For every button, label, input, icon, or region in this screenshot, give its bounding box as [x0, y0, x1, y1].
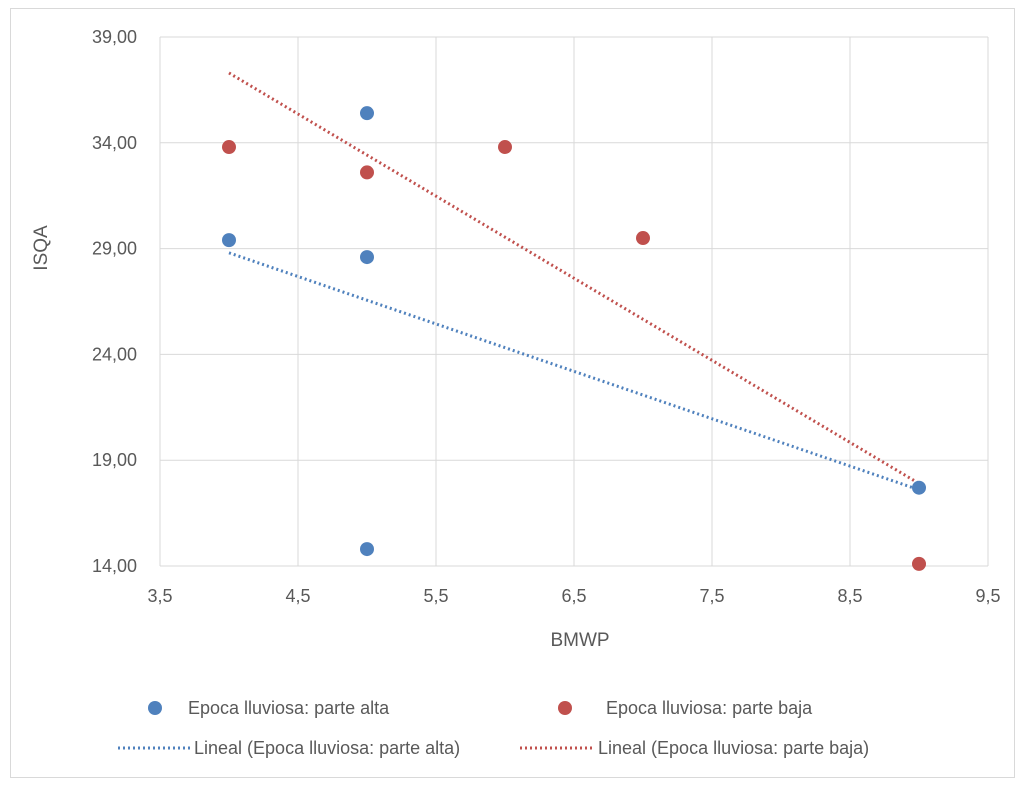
legend-marker: [558, 701, 572, 715]
legend: Epoca lluviosa: parte alta Epoca lluviosa…: [118, 698, 869, 758]
legend-label: Epoca lluviosa: parte baja: [606, 698, 813, 718]
data-point-parte-alta: [360, 542, 374, 557]
x-tick-labels: 3,5 4,5 5,5 6,5 7,5 8,5 9,5: [147, 586, 1000, 606]
data-point-parte-alta: [222, 233, 236, 248]
x-tick-label: 6,5: [561, 586, 586, 606]
data-points: [222, 106, 926, 571]
trendline-parte-baja: [228, 71, 920, 485]
data-point-parte-alta: [360, 106, 374, 121]
data-point-parte-alta: [360, 250, 374, 265]
trendlines: [228, 71, 920, 492]
data-point-parte-baja: [912, 556, 926, 571]
x-tick-label: 9,5: [975, 586, 1000, 606]
x-tick-label: 5,5: [423, 586, 448, 606]
legend-label: Epoca lluviosa: parte alta: [188, 698, 390, 718]
chart-frame: [10, 8, 1015, 778]
data-point-parte-baja: [360, 165, 374, 180]
y-tick-label: 14,00: [92, 556, 137, 576]
y-axis-title: ISQA: [31, 225, 52, 271]
data-point-parte-baja: [222, 140, 236, 155]
grid: [159, 36, 989, 567]
legend-marker: [148, 701, 162, 715]
x-tick-label: 3,5: [147, 586, 172, 606]
legend-label: Lineal (Epoca lluviosa: parte alta): [194, 738, 460, 758]
x-tick-label: 8,5: [837, 586, 862, 606]
y-tick-label: 29,00: [92, 239, 137, 259]
y-tick-label: 24,00: [92, 344, 137, 364]
y-tick-label: 19,00: [92, 450, 137, 470]
trendline-parte-alta: [228, 251, 920, 492]
x-axis-title: BMWP: [550, 630, 609, 651]
y-tick-label: 34,00: [92, 133, 137, 153]
y-tick-labels: 14,00 19,00 24,00 29,00 34,00 39,00: [92, 27, 137, 576]
x-tick-label: 7,5: [699, 586, 724, 606]
legend-label: Lineal (Epoca lluviosa: parte baja): [598, 738, 869, 758]
x-tick-label: 4,5: [285, 586, 310, 606]
y-tick-label: 39,00: [92, 27, 137, 47]
data-point-parte-alta: [912, 480, 926, 495]
data-point-parte-baja: [636, 231, 650, 246]
data-point-parte-baja: [498, 140, 512, 155]
